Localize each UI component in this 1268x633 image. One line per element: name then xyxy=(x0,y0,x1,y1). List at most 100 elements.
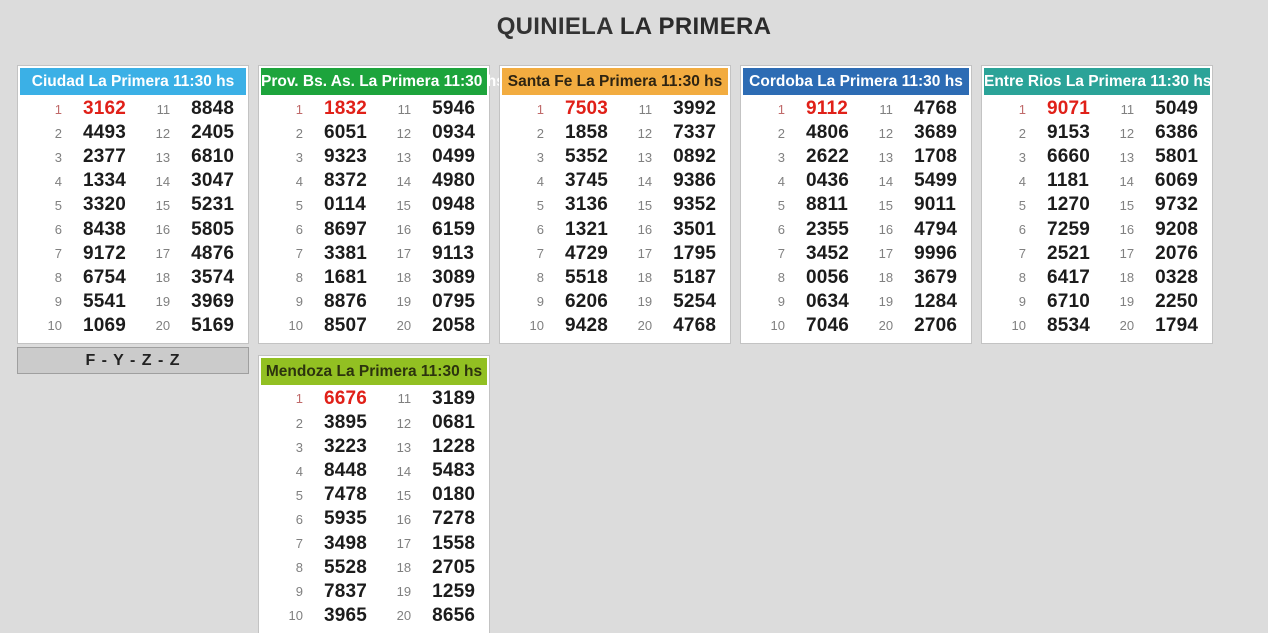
position-number: 3 xyxy=(536,149,544,165)
table-row: 1 9112 11 4768 xyxy=(743,97,969,121)
table-row: 4 1334 14 3047 xyxy=(20,169,246,193)
position-number: 8 xyxy=(295,270,303,286)
table-row: 9 5541 19 3969 xyxy=(20,290,246,314)
draw-number: 2076 xyxy=(1155,242,1199,264)
position-number: 8 xyxy=(1018,270,1026,286)
draw-number: 3745 xyxy=(565,170,609,192)
draw-number: 5169 xyxy=(191,314,235,336)
table-row: 6 2355 16 4794 xyxy=(743,217,969,241)
draw-number: 8876 xyxy=(324,290,368,312)
position-number: 14 xyxy=(1119,173,1134,189)
position-number: 17 xyxy=(878,246,894,262)
table-row: 2 4806 12 3689 xyxy=(743,121,969,145)
santa-fe-panel-slot: Santa Fe La Primera 11:30 hs 1 7503 11 3… xyxy=(499,65,731,344)
table-row: 7 3452 17 9996 xyxy=(743,242,969,266)
position-number: 16 xyxy=(396,511,412,527)
draw-number: 6051 xyxy=(324,122,368,144)
draw-number: 4980 xyxy=(432,170,476,192)
draw-number: 1681 xyxy=(324,266,368,288)
table-body: 1 7503 11 3992 2 1858 12 7337 3 5352 13 … xyxy=(502,95,728,341)
position-number: 19 xyxy=(396,584,412,600)
column-cordoba: Cordoba La Primera 11:30 hs 1 9112 11 47… xyxy=(740,65,972,344)
table-row: 10 8534 20 1794 xyxy=(984,314,1210,338)
table-row: 4 8448 14 5483 xyxy=(261,459,487,483)
position-number: 6 xyxy=(777,222,785,238)
draw-number: 6159 xyxy=(432,218,476,240)
draw-number: 7337 xyxy=(673,122,717,144)
position-number: 4 xyxy=(1018,173,1026,189)
position-number: 16 xyxy=(637,222,653,238)
draw-number: 9153 xyxy=(1047,122,1091,144)
position-number: 18 xyxy=(878,270,894,286)
position-number: 2 xyxy=(536,125,544,141)
draw-number: 5801 xyxy=(1155,146,1199,168)
position-number: 1 xyxy=(536,101,544,117)
draw-number: 5946 xyxy=(432,98,476,120)
draw-number: 9386 xyxy=(673,170,717,192)
draw-number: 5049 xyxy=(1155,98,1199,120)
draw-number: 0436 xyxy=(806,170,850,192)
position-number: 17 xyxy=(1119,246,1135,262)
draw-number: 8811 xyxy=(806,194,849,216)
table-row: 3 3223 13 1228 xyxy=(261,435,487,459)
table-header: Prov. Bs. As. La Primera 11:30 hs xyxy=(261,68,505,95)
table-mendoza: Mendoza La Primera 11:30 hs 1 6676 11 31… xyxy=(258,354,490,633)
position-number: 13 xyxy=(1119,149,1135,165)
table-body: 1 6676 11 3189 2 3895 12 0681 3 3223 13 … xyxy=(261,385,487,631)
draw-number: 8507 xyxy=(324,314,368,336)
position-number: 18 xyxy=(396,560,412,576)
position-number: 20 xyxy=(396,608,412,624)
draw-number: 7278 xyxy=(432,508,476,530)
position-number: 6 xyxy=(536,222,544,238)
position-number: 5 xyxy=(295,197,303,213)
draw-number: 4768 xyxy=(913,98,957,120)
table-row: 5 0114 15 0948 xyxy=(261,193,487,217)
draw-number: 3381 xyxy=(324,242,368,264)
cordoba-panel-slot: Cordoba La Primera 11:30 hs 1 9112 11 47… xyxy=(740,65,972,344)
draw-number: 2706 xyxy=(914,314,958,336)
position-number: 6 xyxy=(295,511,303,527)
draw-number: 6754 xyxy=(83,266,127,288)
position-number: 10 xyxy=(47,318,62,334)
table-ciudad: Ciudad La Primera 11:30 hs 1 3162 11 884… xyxy=(17,65,249,344)
position-number: 2 xyxy=(54,125,62,141)
position-number: 12 xyxy=(878,125,894,141)
position-number: 11 xyxy=(397,391,412,407)
draw-number: 3136 xyxy=(565,194,609,216)
position-number: 13 xyxy=(396,149,412,165)
position-number: 20 xyxy=(878,318,894,334)
table-row: 10 9428 20 4768 xyxy=(502,314,728,338)
table-row: 8 5528 18 2705 xyxy=(261,556,487,580)
position-number: 8 xyxy=(536,270,544,286)
position-number: 4 xyxy=(54,173,62,189)
draw-number: 3162 xyxy=(83,98,127,120)
table-row: 3 6660 13 5801 xyxy=(984,145,1210,169)
draw-number: 2405 xyxy=(191,122,235,144)
draw-number: 4806 xyxy=(806,122,850,144)
draw-number: 2058 xyxy=(432,314,476,336)
table-row: 2 6051 12 0934 xyxy=(261,121,487,145)
position-number: 15 xyxy=(637,197,653,213)
draw-number: 8372 xyxy=(324,170,368,192)
draw-number: 9323 xyxy=(324,146,368,168)
draw-number: 1794 xyxy=(1155,314,1199,336)
draw-number: 5805 xyxy=(191,218,235,240)
draw-number: 3089 xyxy=(432,266,476,288)
position-number: 12 xyxy=(637,125,653,141)
table-header: Cordoba La Primera 11:30 hs xyxy=(743,68,969,95)
position-number: 10 xyxy=(288,608,303,624)
position-number: 5 xyxy=(54,197,62,213)
draw-number: 0056 xyxy=(806,266,850,288)
position-number: 4 xyxy=(295,173,303,189)
draw-number: 0328 xyxy=(1155,266,1199,288)
table-row: 6 7259 16 9208 xyxy=(984,217,1210,241)
table-entre-rios: Entre Rios La Primera 11:30 hs 1 9071 11… xyxy=(981,65,1213,344)
position-number: 7 xyxy=(295,246,303,262)
position-number: 2 xyxy=(1018,125,1026,141)
table-row: 4 8372 14 4980 xyxy=(261,169,487,193)
draw-number: 3189 xyxy=(432,387,476,409)
position-number: 20 xyxy=(637,318,653,334)
position-number: 20 xyxy=(1119,318,1135,334)
position-number: 8 xyxy=(295,560,303,576)
table-row: 4 0436 14 5499 xyxy=(743,169,969,193)
